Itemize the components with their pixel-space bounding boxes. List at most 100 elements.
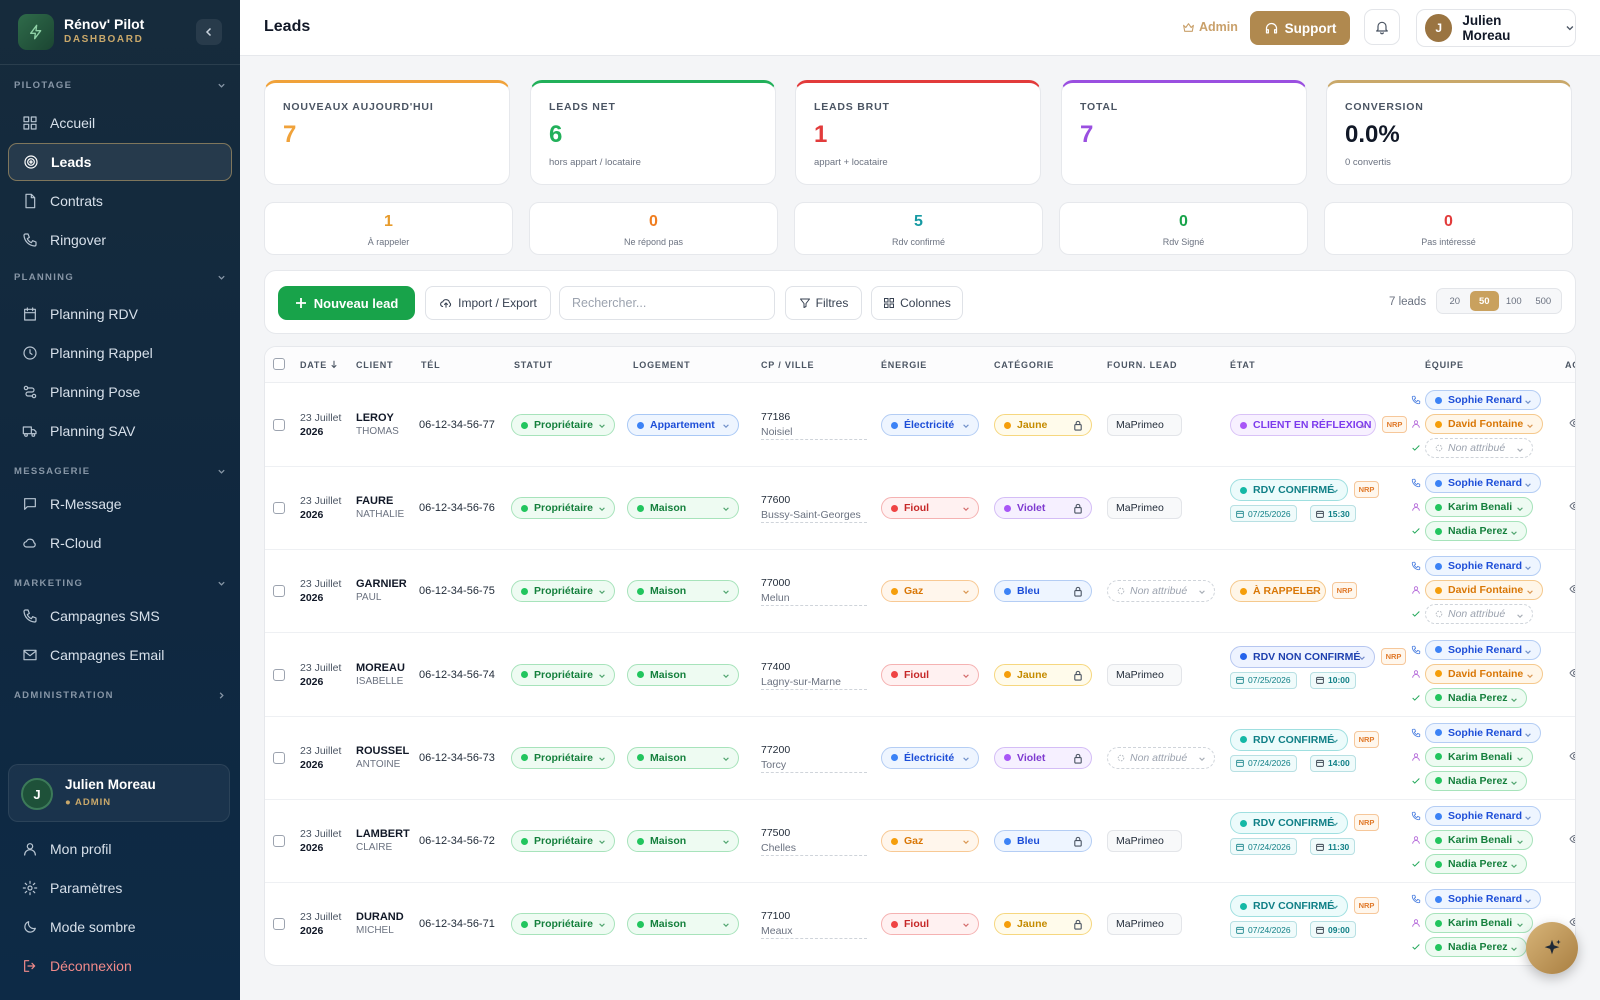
table-row[interactable]: 23 Juillet 2026 LAMBERT CLAIRE 06-12-34-56-7…	[265, 800, 1575, 883]
client-phone[interactable]: 06-12-34-56-76	[419, 502, 495, 515]
rdv-time[interactable]: 10:00	[1310, 671, 1356, 689]
client-phone[interactable]: 06-12-34-56-75	[419, 585, 495, 598]
page-size-option[interactable]: 50	[1469, 291, 1499, 311]
view-lead-button[interactable]	[1569, 500, 1575, 512]
city[interactable]: Torcy	[761, 759, 867, 773]
team-member-select[interactable]: Sophie Renard	[1425, 556, 1541, 577]
column-header[interactable]: DATE	[300, 360, 338, 370]
client-last-name[interactable]: DURAND	[356, 911, 404, 924]
filters-button[interactable]: Filtres	[785, 286, 862, 320]
client-phone[interactable]: 06-12-34-56-77	[419, 419, 495, 431]
rdv-time[interactable]: 14:00	[1310, 754, 1356, 772]
client-phone[interactable]: 06-12-34-56-73	[419, 751, 495, 764]
column-header[interactable]: CLIENT	[356, 360, 393, 370]
sidebar-item-leads[interactable]: Leads	[8, 143, 232, 181]
sidebar-item-planning-pose[interactable]: Planning Pose	[8, 373, 232, 411]
column-header[interactable]: FOURN. LEAD	[1107, 360, 1177, 370]
team-member-select[interactable]: Nadia Perez	[1425, 521, 1527, 542]
city[interactable]: Chelles	[761, 842, 867, 856]
team-member-select[interactable]: Nadia Perez	[1425, 937, 1527, 958]
rdv-time[interactable]: 09:00	[1310, 921, 1356, 939]
sidebar-item-d-connexion[interactable]: Déconnexion	[8, 947, 232, 985]
column-header[interactable]: LOGEMENT	[633, 360, 690, 370]
statut-select[interactable]: Propriétaire	[511, 913, 615, 936]
sidebar-section-administration[interactable]: ADMINISTRATION	[14, 690, 226, 704]
table-row[interactable]: 23 Juillet 2026 MOREAU ISABELLE 06-12-34-56-…	[265, 634, 1575, 717]
status-counter[interactable]: 0 Pas intéressé	[1324, 202, 1573, 255]
sidebar-item-param-tres[interactable]: Paramètres	[8, 869, 232, 907]
city[interactable]: Lagny-sur-Marne	[761, 676, 867, 690]
status-counter[interactable]: 5 Rdv confirmé	[794, 202, 1043, 255]
statut-select[interactable]: Propriétaire	[511, 746, 615, 769]
view-lead-button[interactable]	[1569, 583, 1575, 595]
logement-select[interactable]: Appartement	[627, 414, 739, 436]
logement-select[interactable]: Maison	[627, 746, 739, 769]
sidebar-section-pilotage[interactable]: PILOTAGE	[14, 80, 226, 94]
fournisseur-select[interactable]: MaPrimeo	[1107, 913, 1182, 936]
column-header[interactable]: ÉNERGIE	[881, 360, 927, 370]
logement-select[interactable]: Maison	[627, 830, 739, 852]
energie-select[interactable]: Électricité	[881, 414, 979, 436]
row-checkbox[interactable]	[273, 751, 285, 764]
energie-select[interactable]: Fioul	[881, 913, 979, 936]
row-checkbox[interactable]	[273, 419, 285, 431]
fournisseur-select[interactable]: MaPrimeo	[1107, 663, 1182, 686]
city[interactable]: Noisiel	[761, 426, 867, 440]
row-checkbox[interactable]	[273, 668, 285, 681]
etat-select[interactable]: RDV CONFIRMÉ	[1230, 895, 1348, 918]
rdv-time[interactable]: 15:30	[1310, 505, 1356, 523]
rdv-date[interactable]: 07/24/2026	[1230, 921, 1297, 939]
energie-select[interactable]: Gaz	[881, 830, 979, 852]
search-input[interactable]	[559, 286, 775, 320]
column-header[interactable]: TÉL	[421, 360, 440, 370]
logement-select[interactable]: Maison	[627, 580, 739, 603]
fournisseur-select[interactable]: Non attribué	[1107, 746, 1215, 769]
etat-select[interactable]: À RAPPELER	[1230, 580, 1326, 603]
city[interactable]: Melun	[761, 592, 867, 607]
table-row[interactable]: 23 Juillet 2026 LEROY THOMAS 06-12-34-56-77 P…	[265, 384, 1575, 467]
sidebar-section-marketing[interactable]: MARKETING	[14, 578, 226, 592]
row-checkbox[interactable]	[273, 502, 285, 515]
sidebar-item-planning-sav[interactable]: Planning SAV	[8, 412, 232, 450]
table-row[interactable]: 23 Juillet 2026 DURAND MICHEL 06-12-34-56-71…	[265, 883, 1575, 965]
client-last-name[interactable]: LEROY	[356, 412, 394, 424]
column-header[interactable]: CP / VILLE	[761, 360, 814, 370]
nrp-badge[interactable]: NRP	[1332, 582, 1357, 600]
team-member-select[interactable]: Sophie Renard	[1425, 639, 1541, 660]
team-member-select[interactable]: Nadia Perez	[1425, 770, 1527, 791]
team-member-select[interactable]: Nadia Perez	[1425, 687, 1527, 708]
statut-select[interactable]: Propriétaire	[511, 414, 615, 436]
team-member-select[interactable]: Sophie Renard	[1425, 390, 1541, 410]
client-last-name[interactable]: LAMBERT	[356, 828, 410, 840]
page-size-option[interactable]: 20	[1449, 295, 1461, 307]
fournisseur-select[interactable]: MaPrimeo	[1107, 830, 1182, 852]
team-member-select[interactable]: David Fontaine	[1425, 580, 1543, 601]
column-header[interactable]: ÉQUIPE	[1425, 360, 1464, 370]
collapse-sidebar-button[interactable]	[196, 19, 222, 45]
status-counter[interactable]: 0 Ne répond pas	[529, 202, 778, 255]
team-member-select[interactable]: Karim Benali	[1425, 830, 1533, 850]
page-size-option[interactable]: 500	[1535, 295, 1552, 307]
team-member-select[interactable]: Sophie Renard	[1425, 889, 1541, 910]
sidebar-item-accueil[interactable]: Accueil	[8, 104, 232, 142]
statut-select[interactable]: Propriétaire	[511, 497, 615, 520]
team-member-select[interactable]: Sophie Renard	[1425, 722, 1541, 743]
sidebar-item-campagnes-sms[interactable]: Campagnes SMS	[8, 597, 232, 635]
fournisseur-select[interactable]: MaPrimeo	[1107, 414, 1182, 436]
view-lead-button[interactable]	[1569, 750, 1575, 762]
etat-select[interactable]: RDV NON CONFIRMÉ	[1230, 645, 1375, 668]
column-header[interactable]: ÉTAT	[1230, 360, 1255, 370]
sidebar-user-card[interactable]: J Julien Moreau ● ADMIN	[8, 764, 230, 822]
view-lead-button[interactable]	[1569, 417, 1575, 429]
logement-select[interactable]: Maison	[627, 497, 739, 520]
client-phone[interactable]: 06-12-34-56-74	[419, 668, 495, 681]
energie-select[interactable]: Fioul	[881, 497, 979, 520]
statut-select[interactable]: Propriétaire	[511, 830, 615, 852]
sidebar-item-r-message[interactable]: R-Message	[8, 485, 232, 523]
team-member-select[interactable]: Non attribué	[1425, 438, 1533, 458]
sidebar-item-mon-profil[interactable]: Mon profil	[8, 830, 232, 868]
team-member-select[interactable]: Non attribué	[1425, 604, 1533, 625]
fournisseur-select[interactable]: MaPrimeo	[1107, 497, 1182, 520]
client-last-name[interactable]: MOREAU	[356, 661, 405, 674]
statut-select[interactable]: Propriétaire	[511, 663, 615, 686]
